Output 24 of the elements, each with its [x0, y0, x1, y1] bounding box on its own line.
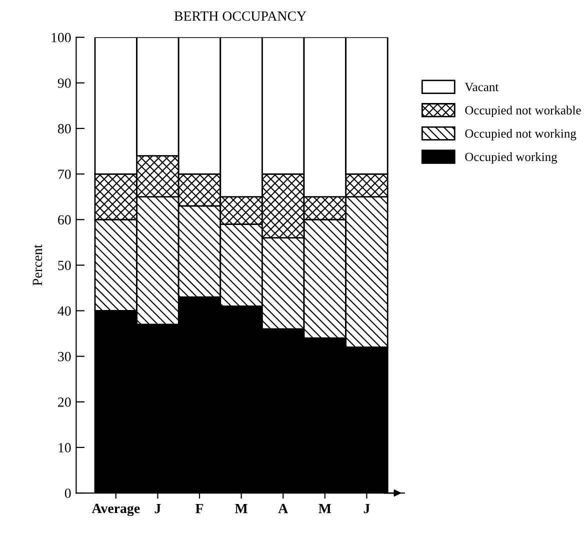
- x-tick-label: A: [278, 504, 288, 514]
- y-tick-label: 80: [58, 124, 71, 134]
- y-tick-label: 30: [58, 352, 71, 362]
- y-tick-label: 100: [52, 32, 71, 42]
- y-tick-label: 0: [64, 488, 71, 498]
- x-tick-label: F: [195, 504, 204, 514]
- y-tick-label: 60: [58, 215, 71, 225]
- x-tick-label: M: [234, 504, 248, 514]
- x-tick-label: Average: [92, 504, 140, 516]
- legend-label: Vacant: [464, 82, 499, 92]
- legend-label: Occupied not working: [465, 128, 576, 140]
- y-tick-label: 90: [58, 78, 71, 88]
- y-tick-label: 40: [58, 306, 71, 316]
- x-tick-label: J: [364, 504, 370, 514]
- chart-title: BERTH OCCUPANCY: [174, 11, 306, 21]
- y-tick-label: 10: [58, 443, 71, 452]
- y-tick-label: 70: [58, 170, 71, 179]
- legend-label: Occupied not workable: [465, 106, 581, 118]
- x-tick-label: J: [154, 504, 161, 514]
- y-tick-label: 20: [58, 397, 71, 407]
- y-tick-label: 50: [58, 260, 71, 270]
- y-axis-title: Percent: [32, 244, 42, 286]
- legend-label: Occupied working: [465, 152, 558, 164]
- x-tick-label: M: [318, 504, 332, 514]
